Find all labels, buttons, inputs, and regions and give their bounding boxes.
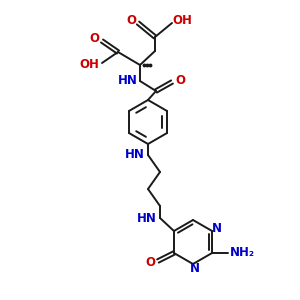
- Text: N: N: [212, 223, 222, 236]
- Text: O: O: [175, 74, 185, 88]
- Text: HN: HN: [118, 74, 138, 88]
- Text: NH₂: NH₂: [230, 247, 255, 260]
- Text: OH: OH: [79, 58, 99, 70]
- Text: OH: OH: [172, 14, 192, 26]
- Text: HN: HN: [137, 212, 157, 224]
- Text: HN: HN: [125, 148, 145, 161]
- Text: O: O: [89, 32, 99, 46]
- Text: O: O: [126, 14, 136, 28]
- Text: O: O: [145, 256, 155, 269]
- Text: N: N: [190, 262, 200, 275]
